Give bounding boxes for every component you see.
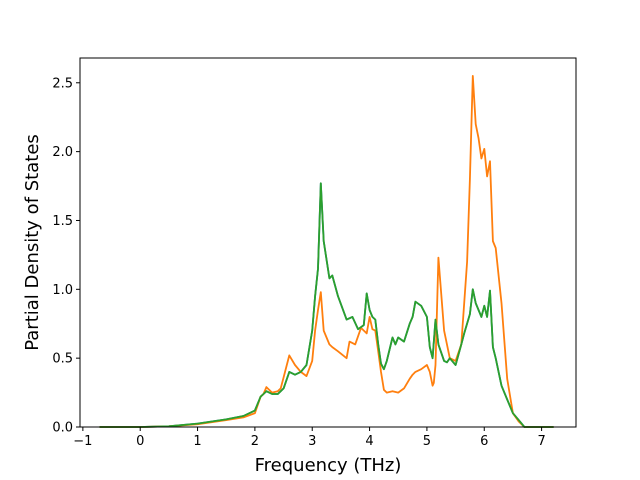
x-tick-label: 1 <box>193 434 201 449</box>
x-tick-label: 0 <box>136 434 144 449</box>
x-tick-label: 2 <box>251 434 259 449</box>
y-tick-label: 1.5 <box>52 214 73 229</box>
y-tick-label: 0.0 <box>52 421 73 436</box>
ticks-layer: −1 0 1 2 3 4 5 6 7 0.0 0.5 1.0 1.5 2.0 2.5 <box>52 76 545 449</box>
series-line-3 <box>99 182 554 428</box>
x-axis-label: Frequency (THz) <box>255 455 402 476</box>
x-tick-label: 4 <box>365 434 373 449</box>
x-tick-label: 3 <box>308 434 316 449</box>
y-tick-label: 2.5 <box>52 76 73 91</box>
x-tick-label: 7 <box>537 434 545 449</box>
x-tick-label: 6 <box>480 434 488 449</box>
y-axis-label: Partial Density of States <box>22 134 43 351</box>
series-line-2 <box>99 75 554 428</box>
y-tick-label: 1.0 <box>52 283 73 298</box>
x-tick-label: −1 <box>73 434 92 449</box>
y-tick-label: 2.0 <box>52 145 73 160</box>
x-tick-label: 5 <box>423 434 431 449</box>
y-tick-label: 0.5 <box>52 352 73 367</box>
series-layer <box>99 75 554 428</box>
axes-frame <box>79 57 577 428</box>
